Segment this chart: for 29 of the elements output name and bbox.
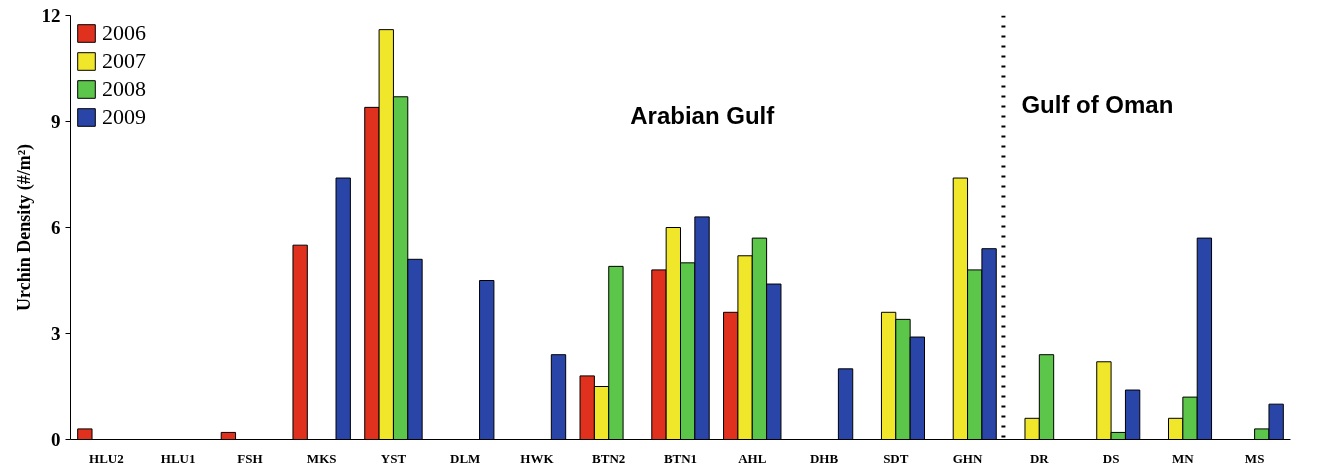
y-tick-label: 6 — [51, 217, 61, 238]
x-tick-label: HLU2 — [89, 450, 124, 466]
legend-label: 2009 — [102, 104, 146, 130]
x-tick-label: SDT — [883, 450, 909, 466]
annotation: Gulf of Oman — [1021, 90, 1174, 118]
y-tick-label: 9 — [51, 111, 61, 132]
x-tick-label: YST — [380, 450, 407, 466]
x-tick-label: HLU1 — [160, 450, 196, 466]
legend-label: 2006 — [102, 20, 146, 46]
y-axis-title: Urchin Density (#/m²) — [13, 143, 35, 312]
x-tick-label: BTN1 — [663, 450, 698, 466]
y-tick-label: 0 — [51, 429, 61, 450]
x-tick-label: GHN — [952, 450, 983, 466]
x-tick-label: DS — [1102, 450, 1120, 466]
x-tick-label: BTN2 — [592, 450, 626, 466]
legend-label: 2008 — [102, 76, 146, 102]
x-tick-label: FSH — [237, 450, 263, 466]
x-tick-label: MKS — [306, 450, 337, 466]
x-tick-label: MN — [1172, 450, 1195, 466]
y-tick-label: 3 — [51, 323, 61, 344]
legend-label: 2007 — [102, 48, 146, 74]
y-tick-label: 12 — [41, 5, 61, 26]
annotation: Arabian Gulf — [630, 101, 776, 129]
x-tick-label: HWK — [520, 450, 555, 466]
x-tick-label: DLM — [450, 450, 481, 466]
x-tick-label: AHL — [738, 450, 767, 466]
x-tick-label: MS — [1244, 450, 1265, 466]
x-tick-label: DR — [1029, 450, 1050, 466]
x-tick-label: DHB — [809, 450, 839, 466]
